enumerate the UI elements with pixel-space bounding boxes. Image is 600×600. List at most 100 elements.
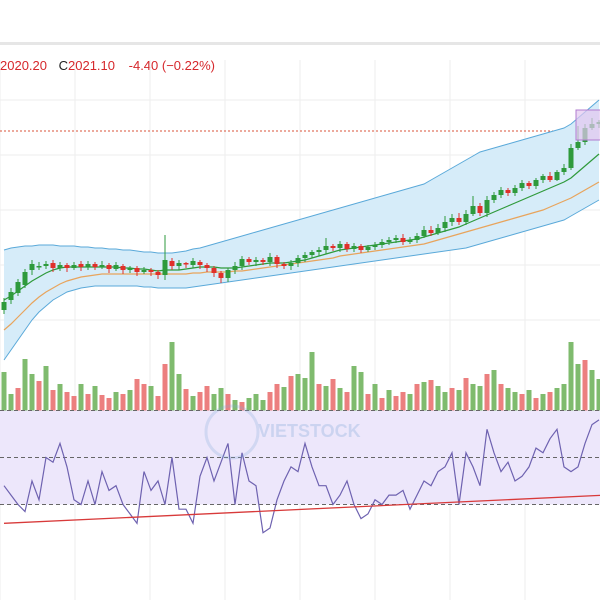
volume-bar [540,394,546,414]
candle-body [309,252,315,255]
candle-body [435,228,441,233]
candle-body [358,246,364,250]
candle-body [526,183,532,186]
candle-body [15,282,21,293]
volume-bar [351,366,357,414]
volume-bar [512,392,518,414]
candle-body [372,245,378,247]
volume-bar [211,394,217,414]
candle-body [99,265,105,267]
candle-body [50,263,56,268]
candle-body [400,238,406,242]
ma-slow-line [3,181,600,331]
volume-bar [302,378,308,414]
volume-bar [162,364,168,414]
ohlc-header: 2020.20 C2021.10 -4.40 (−0.22%) [0,58,217,73]
candle-body [330,246,336,248]
candle-body [169,261,175,266]
candle-body [148,270,154,272]
volume-bar [519,394,525,414]
volume-bar [442,392,448,414]
candle-body [575,142,581,148]
candle-body [106,265,112,269]
candle-body [505,190,511,193]
candle-body [365,247,371,250]
volume-bar [288,376,294,414]
candle-body [64,265,70,268]
volume-bar [239,402,245,414]
candle-body [540,176,546,180]
candle-body [470,206,476,214]
candle-body [498,190,504,195]
candle-body [512,188,518,193]
candle-body [155,272,161,275]
volume-bar [43,366,49,414]
candle-body [295,258,301,263]
candle-body [519,183,525,188]
volume-bar [596,379,600,414]
candle-body [456,218,462,222]
candle-body [561,168,567,172]
volume-bar [561,384,567,414]
volume-bar [435,386,441,414]
candle-body [43,264,49,266]
volume-bar [568,342,574,414]
volume-bar [246,398,252,414]
candle-body [421,230,427,236]
volume-bar [365,394,371,414]
candle-body [8,292,14,300]
volume-bar [491,370,497,414]
volume-bar [575,364,581,414]
volume-bar [463,378,469,414]
volume-bar [330,379,336,414]
candle-body [204,265,210,268]
toolbar-strip [0,0,600,45]
volume-bar [127,390,133,414]
volume-bar [71,396,77,414]
volume-bar [15,388,21,414]
candle-body [344,244,350,249]
volume-bar [29,374,35,414]
candle-body [568,148,574,168]
candle-body [218,273,224,278]
volume-bar [484,374,490,414]
candle-body [428,230,434,233]
candle-body [57,265,63,268]
volume-bar [470,384,476,414]
volume-bar [498,384,504,414]
volume-bar [197,392,203,414]
candle-body [190,261,196,265]
bollinger-lower-line [3,199,600,361]
volume-bar [554,388,560,414]
volume-bar [428,380,434,414]
bollinger-band [3,99,600,361]
volume-bar [379,398,385,414]
volume-bar [547,392,553,414]
candle-body [316,250,322,252]
candle-body [1,302,7,310]
candle-body [337,244,343,248]
volume-bar [456,390,462,414]
candle-body [253,260,259,262]
ma-fast-line [3,153,600,301]
candle-body [547,176,553,180]
volume-bar [78,384,84,414]
candle-body [477,206,483,213]
volume-bar [344,392,350,414]
candle-body [113,265,119,269]
candle-body [463,214,469,222]
candle-body [274,257,280,264]
volume-bar [337,388,343,414]
volume-bar [169,342,175,414]
volume-bar [414,384,420,414]
volume-bar [421,382,427,414]
candle-body [225,270,231,278]
volume-bar [477,386,483,414]
candle-body [281,264,287,266]
volume-bar [372,384,378,414]
candle-body [176,263,182,266]
volume-bar [92,386,98,414]
volume-bar [204,386,210,414]
candle-body [141,270,147,272]
